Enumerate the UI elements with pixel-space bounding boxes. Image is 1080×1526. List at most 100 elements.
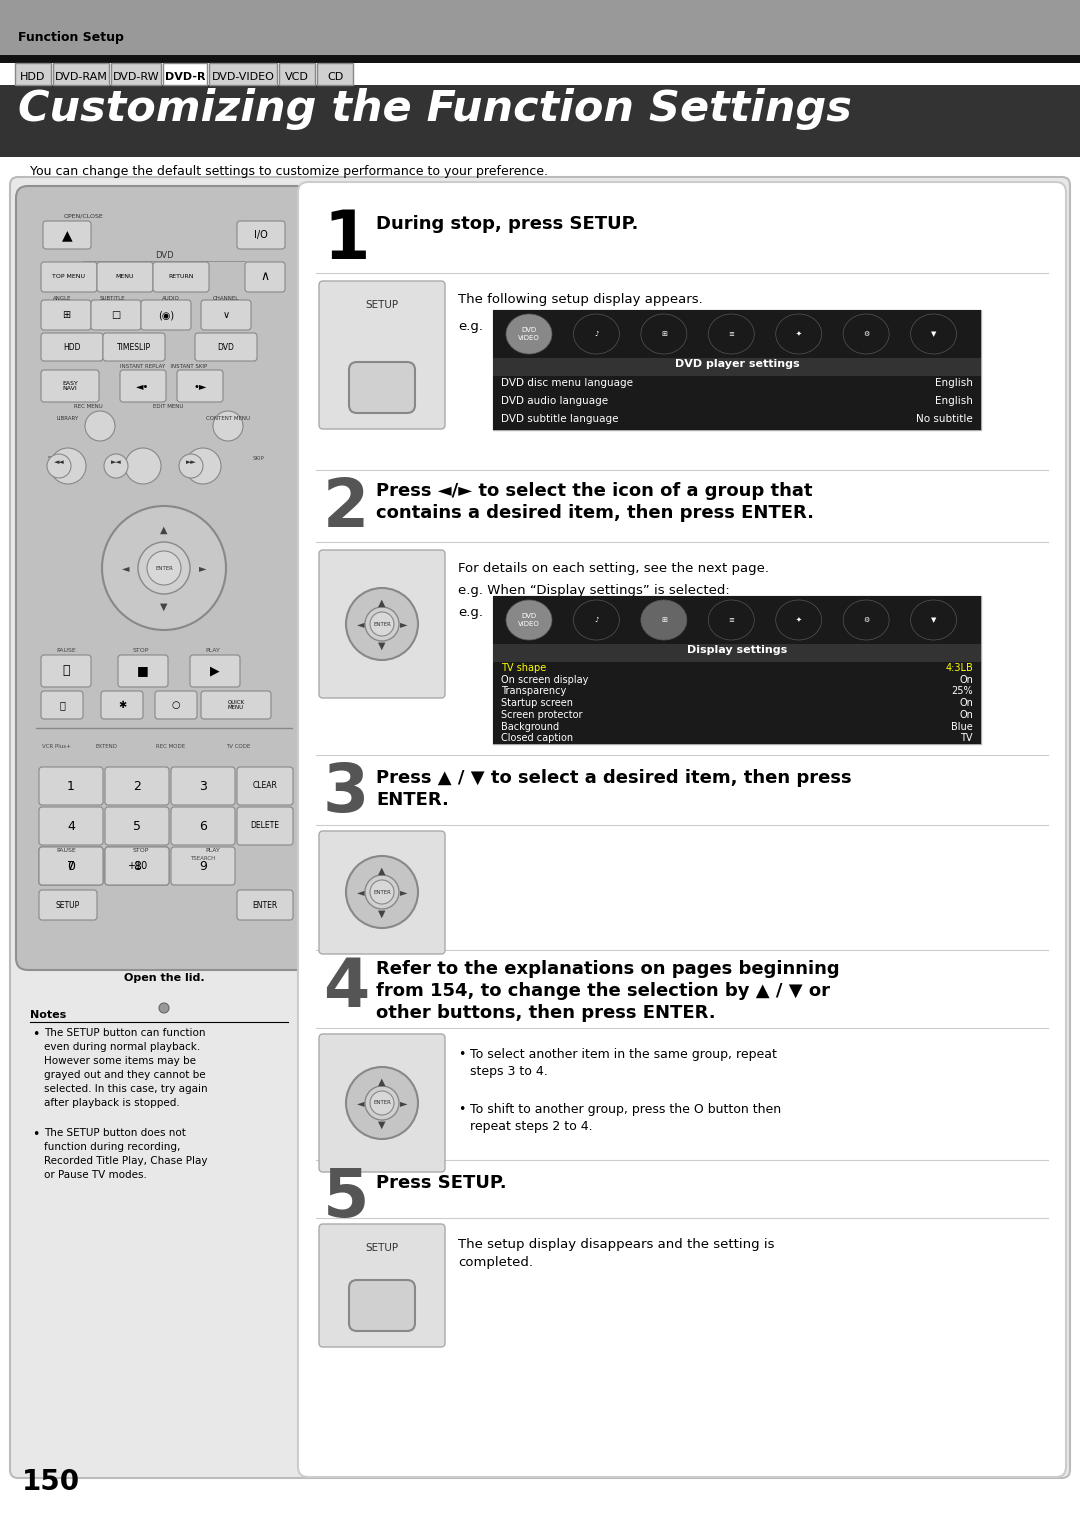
Text: DVD
VIDEO: DVD VIDEO xyxy=(518,613,540,627)
FancyBboxPatch shape xyxy=(105,768,168,806)
Text: ◄: ◄ xyxy=(356,1099,364,1108)
Ellipse shape xyxy=(640,314,687,354)
Text: DVD player settings: DVD player settings xyxy=(675,359,799,369)
Text: •: • xyxy=(458,1103,465,1116)
FancyBboxPatch shape xyxy=(319,281,445,429)
Text: ▲: ▲ xyxy=(378,597,386,607)
Text: ENTER: ENTER xyxy=(253,900,278,909)
Text: HDD: HDD xyxy=(21,72,45,82)
Text: Screen protector: Screen protector xyxy=(501,710,582,720)
Text: ENTER: ENTER xyxy=(373,1100,391,1105)
Text: □: □ xyxy=(111,310,121,320)
FancyBboxPatch shape xyxy=(190,655,240,687)
Text: 3: 3 xyxy=(323,760,369,826)
Text: On: On xyxy=(959,710,973,720)
Text: ⚙: ⚙ xyxy=(863,331,869,337)
Text: DVD-R: DVD-R xyxy=(165,72,205,82)
FancyBboxPatch shape xyxy=(171,807,235,845)
FancyBboxPatch shape xyxy=(41,262,97,291)
Text: DVD: DVD xyxy=(217,342,234,351)
Bar xyxy=(163,63,207,85)
Text: ○: ○ xyxy=(172,700,180,710)
Circle shape xyxy=(346,1067,418,1138)
Bar xyxy=(210,63,276,85)
Text: DVD-VIDEO: DVD-VIDEO xyxy=(212,72,274,82)
Text: 9: 9 xyxy=(199,859,207,873)
Text: ◄◄: ◄◄ xyxy=(54,459,65,465)
FancyBboxPatch shape xyxy=(102,691,143,719)
Bar xyxy=(279,63,315,85)
Ellipse shape xyxy=(573,314,620,354)
Text: MENU: MENU xyxy=(116,275,134,279)
Text: TV CODE: TV CODE xyxy=(226,743,251,748)
Text: 4: 4 xyxy=(67,819,75,833)
Bar xyxy=(0,85,1080,157)
Text: I/O: I/O xyxy=(254,230,268,240)
Bar xyxy=(0,0,1080,55)
FancyBboxPatch shape xyxy=(41,691,83,719)
Text: To shift to another group, press the O button then
repeat steps 2 to 4.: To shift to another group, press the O b… xyxy=(470,1103,781,1132)
Text: Display settings: Display settings xyxy=(687,645,787,655)
Text: 1: 1 xyxy=(323,208,369,273)
Ellipse shape xyxy=(573,600,620,639)
FancyBboxPatch shape xyxy=(298,182,1066,1477)
Text: No subtitle: No subtitle xyxy=(916,414,973,424)
Text: The setup display disappears and the setting is
completed.: The setup display disappears and the set… xyxy=(458,1238,774,1270)
Text: SETUP: SETUP xyxy=(365,301,399,310)
Text: DELETE: DELETE xyxy=(251,821,280,830)
Text: TV: TV xyxy=(960,734,973,743)
Text: Transparency: Transparency xyxy=(501,687,566,696)
Text: STOP: STOP xyxy=(133,647,149,653)
FancyBboxPatch shape xyxy=(201,301,251,330)
Text: PLAY: PLAY xyxy=(205,847,220,853)
Text: •: • xyxy=(32,1128,39,1141)
FancyBboxPatch shape xyxy=(171,768,235,806)
Text: REC MODE: REC MODE xyxy=(156,743,185,748)
Text: ∨: ∨ xyxy=(222,310,230,320)
Text: e.g.: e.g. xyxy=(458,606,483,620)
Text: CLEAR: CLEAR xyxy=(253,781,278,790)
FancyBboxPatch shape xyxy=(91,301,141,330)
Text: VCD: VCD xyxy=(285,72,309,82)
Text: 4:3LB: 4:3LB xyxy=(945,662,973,673)
FancyBboxPatch shape xyxy=(120,369,166,401)
Text: EXTEND: EXTEND xyxy=(96,743,118,748)
FancyBboxPatch shape xyxy=(105,807,168,845)
Text: RETURN: RETURN xyxy=(168,275,193,279)
Ellipse shape xyxy=(708,314,754,354)
Text: ►◄: ►◄ xyxy=(110,459,121,465)
Text: Press ▲ / ▼ to select a desired item, then press
ENTER.: Press ▲ / ▼ to select a desired item, th… xyxy=(376,769,852,809)
Text: SLOW: SLOW xyxy=(48,456,64,461)
Text: Function Setup: Function Setup xyxy=(18,32,124,44)
FancyBboxPatch shape xyxy=(10,177,1070,1479)
FancyBboxPatch shape xyxy=(39,807,103,845)
Bar xyxy=(492,597,981,745)
FancyBboxPatch shape xyxy=(41,301,91,330)
Text: CONTENT MENU: CONTENT MENU xyxy=(206,415,249,421)
Text: 5: 5 xyxy=(133,819,141,833)
Text: ▼: ▼ xyxy=(378,1120,386,1129)
FancyBboxPatch shape xyxy=(245,262,285,291)
Ellipse shape xyxy=(640,600,687,639)
Text: PLAY: PLAY xyxy=(205,647,220,653)
Circle shape xyxy=(370,612,394,636)
Circle shape xyxy=(85,410,114,441)
Text: ♪: ♪ xyxy=(594,331,598,337)
Text: Press ◄/► to select the icon of a group that
contains a desired item, then press: Press ◄/► to select the icon of a group … xyxy=(376,482,814,522)
Text: •: • xyxy=(458,1048,465,1061)
Bar xyxy=(111,63,161,85)
Text: ⊞: ⊞ xyxy=(661,617,666,623)
Bar xyxy=(492,644,981,745)
Text: ⏸: ⏸ xyxy=(63,664,70,678)
Ellipse shape xyxy=(775,314,822,354)
Text: SETUP: SETUP xyxy=(365,1244,399,1253)
Text: Closed caption: Closed caption xyxy=(501,734,573,743)
Bar xyxy=(492,359,981,430)
Text: English: English xyxy=(935,397,973,406)
Text: EASY
NAVI: EASY NAVI xyxy=(62,380,78,391)
Text: CD: CD xyxy=(327,72,343,82)
Text: ✱: ✱ xyxy=(118,700,126,710)
Circle shape xyxy=(48,455,71,478)
Text: ◄•: ◄• xyxy=(136,382,150,391)
Text: ►: ► xyxy=(400,887,407,897)
